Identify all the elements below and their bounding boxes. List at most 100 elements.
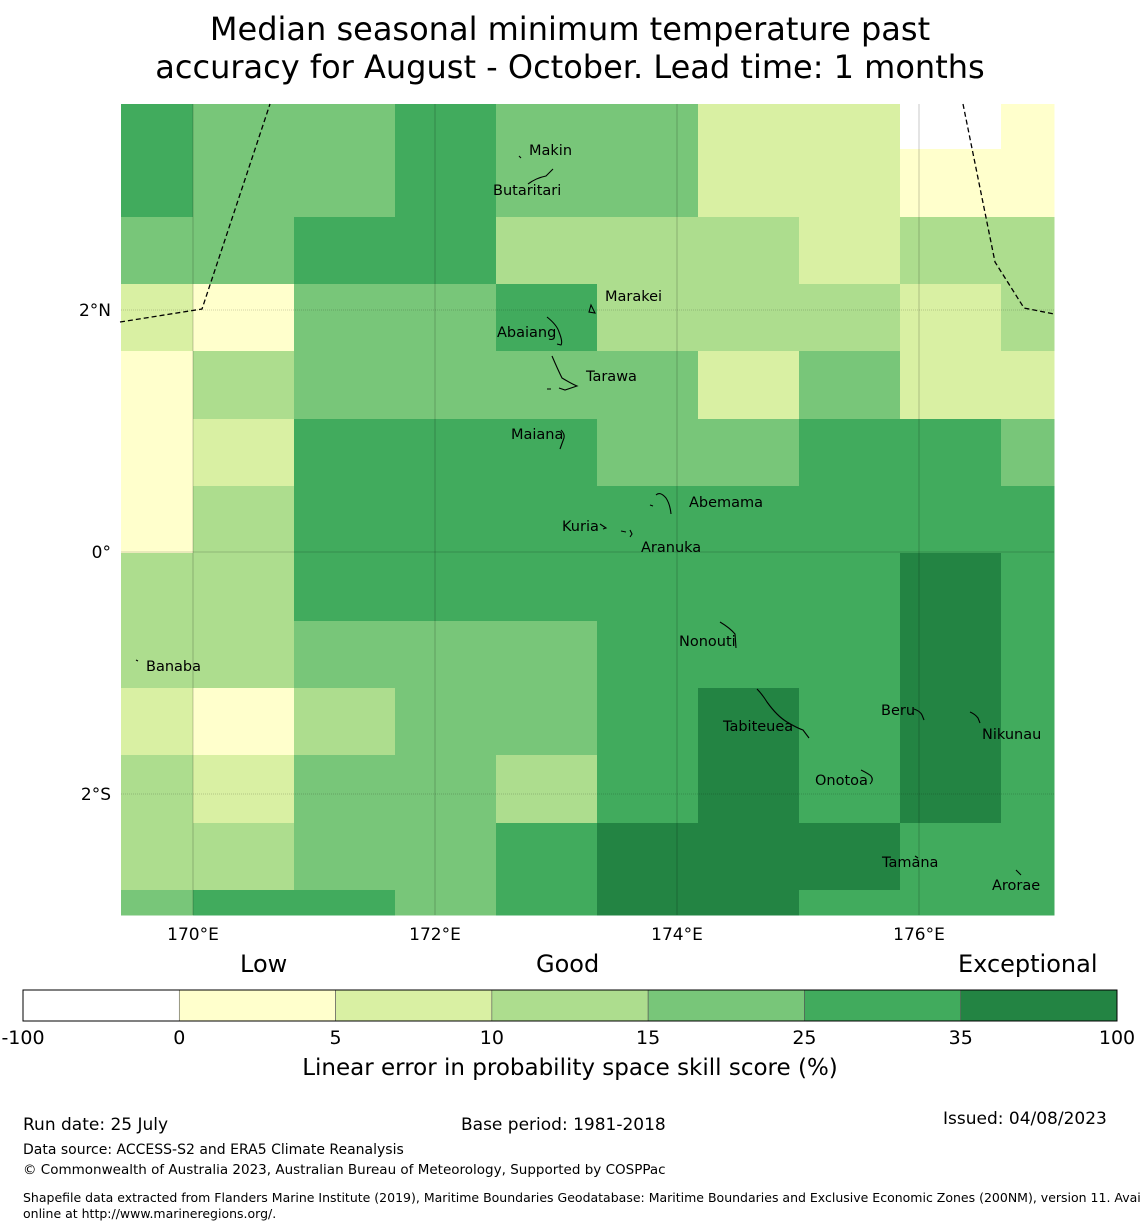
grid-cell	[698, 419, 800, 487]
grid-cell	[496, 217, 598, 285]
grid-cell	[698, 149, 800, 218]
grid-cell	[294, 351, 396, 420]
grid-cell	[193, 688, 295, 756]
grid-cell	[799, 553, 901, 622]
grid-cell	[193, 351, 295, 420]
island-onotoa	[860, 769, 873, 785]
grid-cell	[395, 621, 497, 689]
grid-cell	[1001, 217, 1055, 285]
grid-cell	[1001, 823, 1055, 891]
grid-cell	[496, 688, 598, 756]
y-tick-label: 2°N	[79, 301, 111, 321]
grid-cell	[294, 104, 396, 150]
colorbar-border	[22, 989, 1118, 1022]
colorbar-tick-label: 0	[173, 1027, 185, 1049]
grid-cell	[395, 284, 497, 352]
grid-cell	[1001, 621, 1055, 689]
grid-cell	[900, 890, 1002, 916]
colorbar-swatch	[22, 989, 180, 1022]
copyright: © Commonwealth of Australia 2023, Austra…	[23, 1162, 666, 1178]
grid-cell	[121, 149, 194, 218]
grid-cell	[121, 621, 194, 689]
place-labels: Makin Butaritari Marakei Abaiang Tarawa Maian…	[146, 143, 1041, 894]
grid-cell	[900, 486, 1002, 554]
grid-cell	[121, 553, 194, 622]
place-label: Butaritari	[493, 183, 561, 199]
grid-cell	[395, 890, 497, 916]
grid-cell	[597, 104, 699, 150]
place-label: Abemama	[689, 495, 763, 511]
grid-cell	[496, 823, 598, 891]
grid-cell	[294, 284, 396, 352]
grid-cell	[496, 284, 598, 352]
grid-cell	[294, 486, 396, 554]
grid-cell	[1001, 688, 1055, 756]
grid-cell	[193, 621, 295, 689]
place-label: Tarawa	[585, 369, 637, 385]
data-source: Data source: ACCESS-S2 and ERA5 Climate …	[23, 1142, 404, 1158]
grid-cell	[698, 284, 800, 352]
grid-cell	[496, 149, 598, 218]
grid-cell	[799, 351, 901, 420]
grid-cell	[496, 419, 598, 487]
grid-cell	[698, 621, 800, 689]
island-aranuka	[620, 529, 633, 538]
grid-cell	[698, 890, 800, 916]
grid-cell	[294, 149, 396, 218]
grid-cell	[1001, 419, 1055, 487]
grid-cell	[294, 890, 396, 916]
colorbar-tick-label: 25	[792, 1027, 816, 1049]
grid-cell	[1001, 486, 1055, 554]
x-tick-label: 176°E	[893, 925, 945, 945]
colorbar-swatch	[491, 989, 649, 1022]
grid-cell	[799, 486, 901, 554]
colorbar-swatch	[178, 989, 336, 1022]
grid-cell	[698, 688, 800, 756]
x-tick-label: 172°E	[409, 925, 461, 945]
colorbar-tick-label: 15	[636, 1027, 660, 1049]
grid-cell	[597, 217, 699, 285]
grid-cell	[193, 823, 295, 891]
grid-cell	[193, 553, 295, 622]
grid-cell	[496, 553, 598, 622]
place-label: Nikunau	[982, 727, 1041, 743]
place-label: Kuria	[562, 519, 599, 535]
grid-cell	[799, 149, 901, 218]
place-label: Beru	[881, 703, 915, 719]
colorbar-label: Linear error in probability space skill …	[302, 1055, 838, 1081]
y-tick-label: 2°S	[81, 785, 111, 805]
graticule	[121, 104, 1054, 915]
eez-boundary-west	[119, 103, 271, 323]
grid-cell	[193, 419, 295, 487]
grid-cell	[799, 104, 901, 150]
chart-title: Median seasonal minimum temperature past…	[0, 10, 1140, 86]
grid-cell	[799, 217, 901, 285]
grid-cell	[597, 755, 699, 824]
place-label: Aranuka	[641, 540, 701, 556]
place-label: Maiana	[511, 427, 563, 443]
grid-cell	[597, 284, 699, 352]
island-tabiteuea	[756, 688, 810, 739]
grid-cell	[698, 755, 800, 824]
eez-boundaries	[119, 103, 1055, 323]
island-maiana	[559, 429, 565, 450]
skill-grid	[121, 104, 1055, 916]
grid-cell	[121, 284, 194, 352]
base-period: Base period: 1981-2018	[461, 1115, 666, 1135]
grid-cell	[1001, 351, 1055, 420]
island-butaritari	[527, 168, 554, 185]
grid-cell	[698, 351, 800, 420]
grid-cell	[395, 688, 497, 756]
grid-cell	[496, 890, 598, 916]
grid-cell	[799, 419, 901, 487]
place-label: Makin	[529, 143, 572, 159]
grid-cell	[121, 217, 194, 285]
x-tick-label: 170°E	[167, 925, 219, 945]
grid-cell	[900, 553, 1002, 622]
island-beru	[913, 708, 925, 721]
grid-cell	[900, 149, 1002, 218]
grid-cell	[121, 351, 194, 420]
grid-cell	[900, 621, 1002, 689]
grid-cell	[597, 553, 699, 622]
island-abaiang	[546, 316, 563, 346]
